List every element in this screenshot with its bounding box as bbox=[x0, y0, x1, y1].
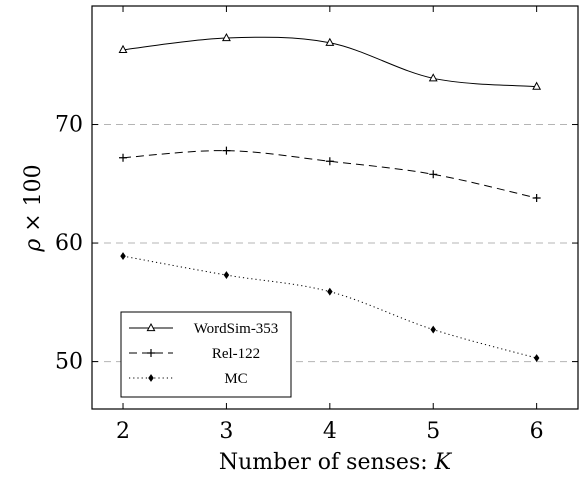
y-tick-label: 60 bbox=[55, 231, 83, 256]
y-axis-title: ρ × 100 bbox=[21, 164, 46, 252]
data-point bbox=[118, 44, 128, 53]
data-point bbox=[532, 81, 542, 90]
data-point bbox=[327, 287, 333, 296]
data-point bbox=[430, 325, 437, 334]
legend-swatch-marker bbox=[148, 374, 154, 382]
data-point bbox=[120, 252, 126, 261]
axis-ticks: 50 60 70 2 3 4 5 6 bbox=[55, 6, 578, 444]
data-point bbox=[325, 157, 334, 166]
series-mc bbox=[120, 252, 540, 362]
series-group bbox=[118, 32, 542, 362]
series-line bbox=[122, 150, 537, 199]
x-tick-label: 2 bbox=[116, 419, 130, 444]
x-tick-label: 6 bbox=[530, 419, 544, 444]
grid-lines bbox=[92, 124, 578, 363]
series-rel-122 bbox=[119, 146, 541, 203]
legend-swatch-marker bbox=[146, 322, 156, 332]
legend-swatch-marker bbox=[147, 349, 155, 357]
legend-label: Rel-122 bbox=[212, 346, 260, 362]
x-axis-title: Number of senses: K bbox=[219, 450, 453, 475]
data-point bbox=[223, 271, 230, 279]
data-point bbox=[533, 354, 540, 362]
plot-frame bbox=[91, 5, 579, 410]
x-tick-label: 4 bbox=[323, 419, 337, 444]
series-wordsim-353 bbox=[118, 32, 542, 90]
data-point bbox=[325, 37, 335, 46]
data-point bbox=[222, 146, 231, 155]
data-point bbox=[428, 73, 438, 82]
legend: WordSim-353 Rel-122 MC bbox=[120, 311, 292, 398]
legend-label: WordSim-353 bbox=[194, 321, 279, 337]
legend-label: MC bbox=[224, 371, 247, 387]
data-point bbox=[532, 194, 541, 203]
y-tick-label: 50 bbox=[55, 350, 83, 375]
data-point bbox=[429, 170, 438, 179]
data-point bbox=[119, 153, 128, 162]
x-tick-label: 5 bbox=[426, 419, 440, 444]
y-tick-label: 70 bbox=[55, 113, 83, 138]
data-point bbox=[221, 32, 231, 42]
x-tick-label: 3 bbox=[219, 419, 233, 444]
